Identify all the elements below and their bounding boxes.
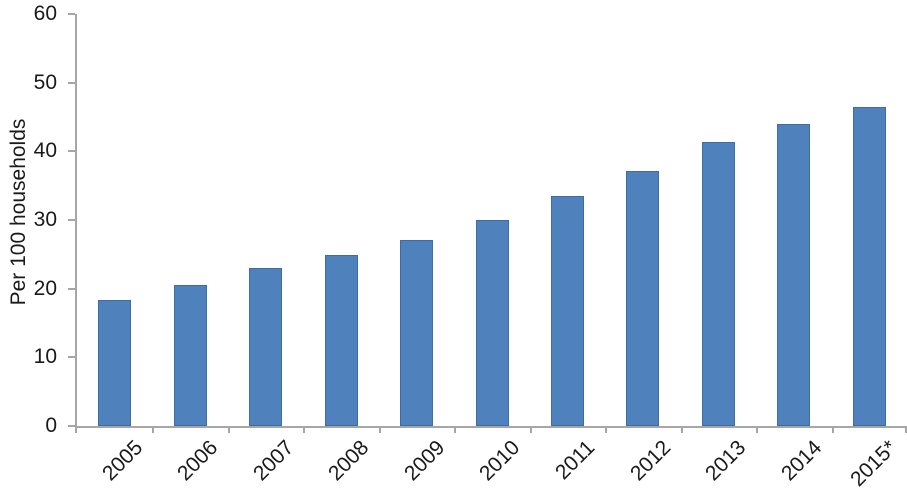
- plot-area: 0 10 20 30 40 50 60 2005 2006 2007 2008 2009 2010 201…: [34, 3, 907, 491]
- bar: [626, 171, 660, 426]
- bar: [324, 255, 358, 426]
- y-axis-tick-label: 10: [33, 345, 57, 369]
- x-axis-tick: [75, 426, 77, 433]
- y-axis-tick-label: 0: [45, 414, 57, 437]
- x-axis-category-label: 2005: [97, 436, 147, 486]
- bar: [400, 239, 434, 426]
- x-axis-category-label: 2007: [248, 436, 298, 486]
- y-axis-tick-label: 60: [33, 2, 57, 25]
- x-axis-category-label: 2013: [701, 436, 751, 486]
- y-axis-tick: [68, 13, 75, 15]
- x-axis-tick: [681, 426, 683, 433]
- x-axis-category-label: 2006: [173, 436, 223, 486]
- bar: [701, 142, 735, 426]
- bar: [98, 300, 132, 426]
- bar: [550, 195, 584, 426]
- x-axis-category-label: 2012: [625, 436, 676, 486]
- y-axis-tick-label: 20: [33, 276, 57, 300]
- x-axis-tick: [530, 426, 532, 433]
- x-axis-tick: [152, 426, 154, 433]
- x-axis-tick: [228, 426, 230, 433]
- bar: [249, 268, 283, 426]
- x-axis-tick: [303, 426, 305, 433]
- x-axis-tick: [905, 426, 907, 433]
- x-axis-category-label: 2010: [474, 436, 525, 486]
- x-axis-category-label: 2014: [776, 436, 827, 486]
- x-axis-tick: [756, 426, 758, 433]
- y-axis-tick: [68, 219, 75, 221]
- x-axis-tick: [379, 426, 381, 433]
- x-axis-category-label: 2009: [399, 436, 449, 486]
- x-axis-tick: [454, 426, 456, 433]
- bar: [173, 285, 207, 426]
- y-axis-tick: [68, 356, 75, 359]
- bar: [777, 123, 811, 426]
- x-axis-tick: [832, 426, 834, 433]
- x-axis-category-label: 2015*: [846, 436, 902, 492]
- x-axis-category-label: 2011: [551, 436, 600, 485]
- y-axis-tick-label: 50: [33, 70, 57, 94]
- x-axis-category-label: 2008: [324, 436, 374, 486]
- y-axis-tick: [68, 81, 75, 84]
- bar: [852, 106, 886, 426]
- y-axis-tick: [68, 287, 75, 290]
- bar: [475, 220, 509, 426]
- y-axis-tick-label: 30: [33, 208, 57, 231]
- x-axis-tick: [605, 426, 607, 433]
- y-axis-tick: [68, 425, 75, 427]
- y-axis-tick-label: 40: [33, 139, 57, 163]
- y-axis-tick: [68, 150, 75, 153]
